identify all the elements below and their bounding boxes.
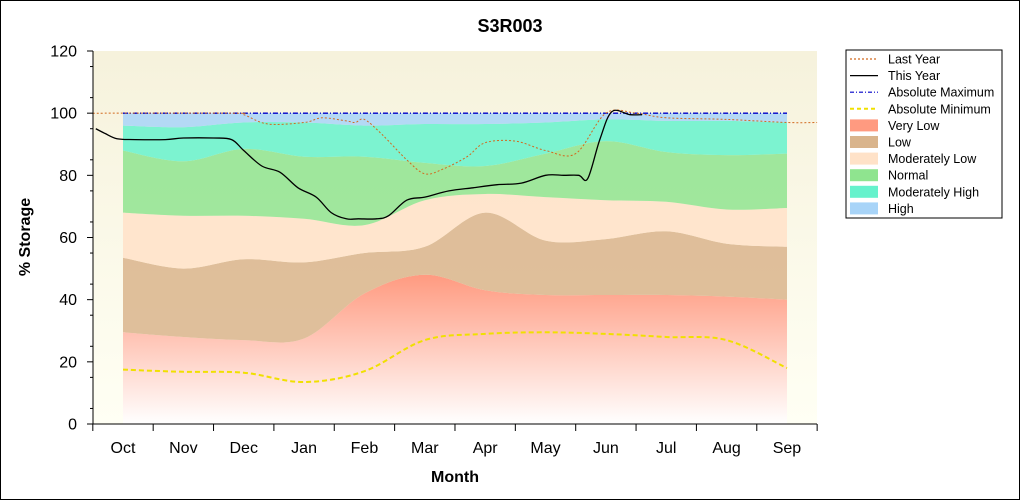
legend-label: This Year [888,69,940,83]
legend-item-very-low: Very Low [850,119,940,133]
x-tick-label: Apr [473,440,499,457]
band-areas [123,113,787,424]
y-axis-label: % Storage [17,198,34,276]
y-tick-label: 40 [59,292,77,309]
legend-label: Last Year [888,53,940,67]
x-tick-label: Dec [229,440,257,457]
legend-item-absolute-maximum: Absolute Maximum [850,86,994,100]
x-tick-label: Jun [593,440,619,457]
legend-item-high: High [850,202,914,216]
band-very-low [123,274,787,424]
legend-swatch-box [850,152,878,165]
x-tick-label: Jan [291,440,317,457]
legend-item-absolute-minimum: Absolute Minimum [850,102,991,116]
legend-item-this-year: This Year [850,69,940,83]
x-tick-label: Nov [169,440,197,457]
legend-item-normal: Normal [850,169,928,183]
chart-title: S3R003 [477,16,542,36]
legend-label: Absolute Minimum [888,102,991,116]
x-tick-label: Mar [411,440,439,457]
y-tick-label: 120 [50,44,77,61]
legend-label: Low [888,136,912,150]
legend: Last Year This Year Absolute Maximum Absolu… [845,49,1003,219]
y-tick-label: 20 [59,354,77,371]
series-lines [92,109,818,384]
legend-label: Normal [888,169,928,183]
legend-label: Moderately High [888,185,979,199]
x-ticks: Oct Nov Dec Jan Feb Mar Apr May Jun Jul Aug Sep [92,424,818,457]
series-line-absolute-minimum [122,331,788,384]
y-tick-label: 0 [68,417,77,434]
x-tick-label: Feb [351,440,379,457]
legend-item-moderately-low: Moderately Low [850,152,977,166]
legend-swatch-box [850,202,878,215]
band-moderately-low [123,193,787,269]
legend-item-moderately-high: Moderately High [850,185,979,199]
x-tick-label: Jul [656,440,676,457]
x-tick-label: Oct [111,440,136,457]
legend-item-low: Low [850,136,912,150]
legend-label: Absolute Maximum [888,86,994,100]
x-tick-label: Aug [712,440,740,457]
x-axis-label: Month [431,469,479,486]
legend-item-last-year: Last Year [850,53,940,67]
legend-swatch-box [850,136,878,148]
x-tick-label: May [530,440,560,457]
series-line-last-year [92,109,818,175]
series-line-this-year [95,109,643,220]
band-high [123,113,787,128]
legend-swatch-box [850,185,878,198]
legend-label: Very Low [888,119,940,133]
band-moderately-high [123,119,787,167]
legend-label: High [888,202,914,216]
legend-label: Moderately Low [888,152,977,166]
y-tick-label: 100 [50,106,77,123]
legend-swatch-box [850,119,878,132]
band-normal [123,141,787,226]
band-low [123,212,787,343]
legend-swatch-box [850,169,878,182]
y-tick-label: 80 [59,168,77,185]
y-tick-label: 60 [59,230,77,247]
x-tick-label: Sep [773,440,802,457]
y-ticks: 0 20 40 60 80 100 120 [50,44,93,434]
